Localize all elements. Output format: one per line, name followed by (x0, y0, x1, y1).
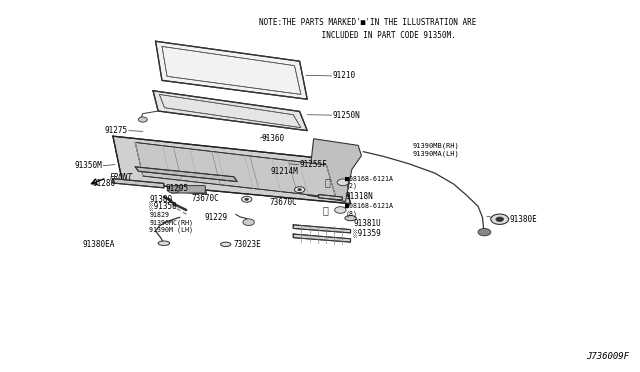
Text: J736009F: J736009F (586, 352, 629, 361)
Polygon shape (156, 41, 307, 99)
Text: 91214M: 91214M (270, 167, 298, 176)
Polygon shape (113, 136, 351, 204)
Text: 91380E: 91380E (510, 215, 538, 224)
Circle shape (138, 117, 147, 122)
Circle shape (491, 214, 509, 224)
Circle shape (243, 219, 254, 225)
Polygon shape (307, 139, 362, 202)
Text: 91390MB(RH)
91390MA(LH): 91390MB(RH) 91390MA(LH) (412, 143, 459, 157)
Text: 73670C: 73670C (191, 195, 220, 203)
Circle shape (294, 187, 305, 193)
Ellipse shape (345, 215, 356, 221)
Polygon shape (135, 142, 336, 198)
Ellipse shape (221, 242, 231, 247)
Text: 91360: 91360 (261, 134, 285, 143)
Text: Ⓢ: Ⓢ (324, 177, 331, 187)
Circle shape (337, 179, 349, 186)
Ellipse shape (158, 241, 170, 246)
Circle shape (496, 217, 504, 221)
Circle shape (242, 196, 252, 202)
Text: ░91358: ░91358 (149, 202, 177, 211)
Text: ░91359: ░91359 (353, 230, 381, 238)
Polygon shape (173, 187, 207, 194)
Circle shape (245, 198, 248, 201)
Circle shape (335, 207, 346, 213)
Text: 91229: 91229 (204, 212, 228, 221)
Polygon shape (153, 91, 307, 131)
Polygon shape (319, 195, 342, 200)
Circle shape (167, 186, 180, 193)
Text: 91275: 91275 (104, 126, 127, 135)
Circle shape (298, 189, 301, 191)
Polygon shape (135, 167, 237, 182)
Polygon shape (293, 234, 351, 242)
Text: 91350M: 91350M (74, 161, 102, 170)
FancyBboxPatch shape (171, 186, 205, 193)
Text: 91380: 91380 (149, 195, 172, 204)
Text: 73670C: 73670C (269, 198, 297, 207)
Text: 91380EA: 91380EA (83, 240, 115, 249)
Text: 91255F: 91255F (300, 160, 327, 169)
Text: NOTE:THE PARTS MARKED'■'IN THE ILLUSTRATION ARE
         INCLUDED IN PART CODE 9: NOTE:THE PARTS MARKED'■'IN THE ILLUSTRAT… (259, 18, 476, 39)
Polygon shape (113, 179, 164, 188)
Text: ■08168-6121A
(2): ■08168-6121A (2) (346, 176, 394, 189)
Text: ■08168-6121A
(8): ■08168-6121A (8) (346, 203, 394, 217)
Text: 91295: 91295 (166, 185, 189, 193)
Text: 91381U: 91381U (353, 219, 381, 228)
Text: 91280: 91280 (93, 179, 116, 187)
Text: 91318N: 91318N (346, 192, 373, 201)
Text: 91250N: 91250N (333, 110, 360, 120)
Text: 73023E: 73023E (234, 240, 262, 249)
Text: 91210: 91210 (333, 71, 356, 80)
Text: Ⓢ: Ⓢ (322, 205, 328, 215)
Text: 91829
91390MC(RH)
91390M (LH): 91829 91390MC(RH) 91390M (LH) (149, 212, 193, 233)
Circle shape (478, 228, 491, 236)
Text: FRONT: FRONT (109, 173, 133, 182)
Polygon shape (293, 225, 351, 233)
